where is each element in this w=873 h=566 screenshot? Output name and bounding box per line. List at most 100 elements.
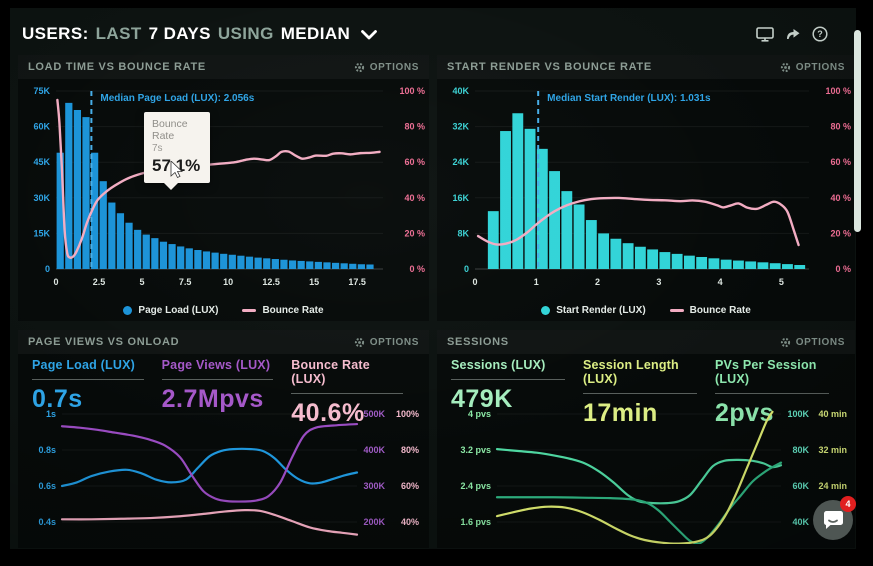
legend-dot-swatch: [541, 306, 551, 315]
svg-text:Median Start Render (LUX): 1.0: Median Start Render (LUX): 1.031s: [547, 93, 711, 104]
chart-legend: Start Render (LUX) Bounce Rate: [437, 305, 855, 316]
users-filter-dropdown[interactable]: USERS: LAST 7 DAYS USING MEDIAN: [22, 24, 378, 44]
options-label: OPTIONS: [795, 336, 845, 348]
legend-label: Page Load (LUX): [138, 305, 219, 316]
load-time-histogram-chart[interactable]: 75K 100 % 60K 80 % 45K 60 % 30K 40 % 15K 20 % 0 0 %…: [18, 81, 429, 291]
panel-header: LOAD TIME VS BOUNCE RATE OPTIONS: [18, 55, 429, 79]
scrollbar-thumb[interactable]: [854, 30, 861, 232]
gear-icon: [780, 337, 790, 347]
metric-value: 0.7s: [32, 385, 83, 413]
monitor-icon[interactable]: [756, 26, 774, 42]
help-icon[interactable]: ?: [812, 26, 828, 42]
sessions-line-chart[interactable]: 4 pvs 100K 40 min 3.2 pvs 80K 32 min 2.4 pvs 60…: [437, 406, 855, 545]
svg-text:17.5: 17.5: [348, 277, 366, 287]
svg-text:7.5: 7.5: [179, 277, 192, 287]
metric-bounce-rate: Bounce Rate (LUX) 40.6%: [291, 358, 421, 428]
svg-text:60 %: 60 %: [404, 157, 425, 167]
legend-label: Bounce Rate: [262, 305, 324, 316]
page-views-line-chart[interactable]: 1s 500K 100% 0.8s 400K 80% 0.6s 300K 60% 0.4s 200K…: [18, 406, 429, 544]
panel-page-views-vs-onload: PAGE VIEWS VS ONLOAD OPTIONS Page Load (…: [18, 330, 429, 548]
panel-sessions: SESSIONS OPTIONS Sessions (LUX) 479K Ses…: [437, 330, 855, 548]
metric-page-views: Page Views (LUX) 2.7Mpvs: [161, 358, 292, 428]
metric-value: 479K: [451, 385, 513, 413]
options-button[interactable]: OPTIONS: [354, 62, 419, 73]
svg-text:45K: 45K: [33, 157, 50, 167]
svg-text:0.4s: 0.4s: [38, 517, 56, 527]
dashboard-screen: USERS: LAST 7 DAYS USING MEDIAN ? LOAD T…: [10, 8, 856, 549]
legend-item-page-load: Page Load (LUX): [123, 305, 218, 316]
metrics-row: Page Load (LUX) 0.7s Page Views (LUX) 2.…: [32, 358, 421, 428]
metric-value: 2.7Mpvs: [161, 385, 264, 413]
metric-label: Session Length (LUX): [582, 358, 679, 386]
chevron-down-icon: [361, 30, 378, 40]
svg-text:32K: 32K: [452, 122, 469, 132]
metric-divider: [291, 393, 403, 394]
svg-text:40K: 40K: [792, 517, 809, 527]
start-render-histogram-chart[interactable]: 40K 100 % 32K 80 % 24K 60 % 16K 40 % 8K 20 % 0 0 % 0…: [437, 81, 855, 291]
svg-text:24K: 24K: [452, 157, 469, 167]
title-segment: USING: [217, 24, 274, 43]
chat-launcher-button[interactable]: 4: [813, 496, 856, 540]
svg-text:300K: 300K: [363, 481, 385, 491]
legend-line-swatch: [242, 309, 257, 312]
svg-text:0: 0: [53, 277, 58, 287]
panel-start-render-vs-bounce-rate: START RENDER VS BOUNCE RATE OPTIONS 40K 1…: [437, 55, 855, 321]
options-button[interactable]: OPTIONS: [780, 337, 845, 348]
options-button[interactable]: OPTIONS: [780, 62, 845, 73]
svg-text:15: 15: [309, 277, 319, 287]
svg-text:16K: 16K: [452, 193, 469, 203]
share-icon[interactable]: [785, 27, 801, 41]
svg-text:40 %: 40 %: [404, 193, 425, 203]
metric-sessions: Sessions (LUX) 479K: [451, 358, 583, 428]
svg-text:100 %: 100 %: [825, 86, 851, 96]
chat-bubble-icon: [823, 511, 843, 529]
metric-label: PVs Per Session (LUX): [714, 358, 817, 386]
svg-text:75K: 75K: [33, 86, 50, 96]
header-actions: ?: [756, 26, 828, 42]
panel-title: PAGE VIEWS VS ONLOAD: [28, 336, 180, 348]
options-button[interactable]: OPTIONS: [354, 337, 419, 348]
metric-divider: [32, 379, 144, 380]
svg-text:20 %: 20 %: [830, 228, 851, 238]
svg-text:40 %: 40 %: [830, 193, 851, 203]
svg-text:80K: 80K: [792, 445, 809, 455]
metric-label: Bounce Rate (LUX): [291, 358, 370, 386]
metric-divider: [582, 393, 697, 394]
svg-text:0: 0: [464, 264, 469, 274]
svg-text:2: 2: [595, 277, 600, 287]
svg-text:1s: 1s: [46, 409, 56, 419]
panel-header: SESSIONS OPTIONS: [437, 330, 855, 354]
svg-text:80 %: 80 %: [404, 122, 425, 132]
svg-text:0: 0: [45, 264, 50, 274]
svg-text:100K: 100K: [787, 409, 809, 419]
metric-value: 17min: [582, 399, 658, 427]
gear-icon: [354, 337, 364, 347]
tooltip-series-name: Bounce Rate: [152, 118, 188, 142]
svg-text:60 %: 60 %: [830, 157, 851, 167]
metric-divider: [451, 379, 565, 380]
metric-value: 2pvs: [714, 399, 774, 427]
metric-value: 40.6%: [291, 399, 365, 427]
metric-divider: [161, 379, 274, 380]
svg-text:80 %: 80 %: [830, 122, 851, 132]
svg-text:12.5: 12.5: [262, 277, 280, 287]
title-segment: USERS:: [22, 24, 89, 43]
svg-text:20 %: 20 %: [404, 228, 425, 238]
metric-label: Page Views (LUX): [161, 358, 271, 372]
svg-text:400K: 400K: [363, 445, 385, 455]
metric-divider: [714, 393, 829, 394]
chat-unread-badge: 4: [840, 496, 856, 512]
svg-text:?: ?: [817, 29, 823, 39]
metric-label: Sessions (LUX): [451, 358, 546, 372]
svg-text:60K: 60K: [33, 122, 50, 132]
mouse-cursor: [170, 161, 183, 179]
hover-tooltip: Bounce Rate 7s 57.1%: [144, 112, 210, 190]
chart-legend: Page Load (LUX) Bounce Rate: [18, 305, 429, 316]
metric-page-load: Page Load (LUX) 0.7s: [32, 358, 162, 428]
metric-label: Page Load (LUX): [32, 358, 136, 372]
svg-text:40K: 40K: [452, 86, 469, 96]
svg-text:15K: 15K: [33, 228, 50, 238]
svg-text:60K: 60K: [792, 481, 809, 491]
svg-text:0 %: 0 %: [409, 264, 425, 274]
svg-text:40 min: 40 min: [818, 409, 847, 419]
